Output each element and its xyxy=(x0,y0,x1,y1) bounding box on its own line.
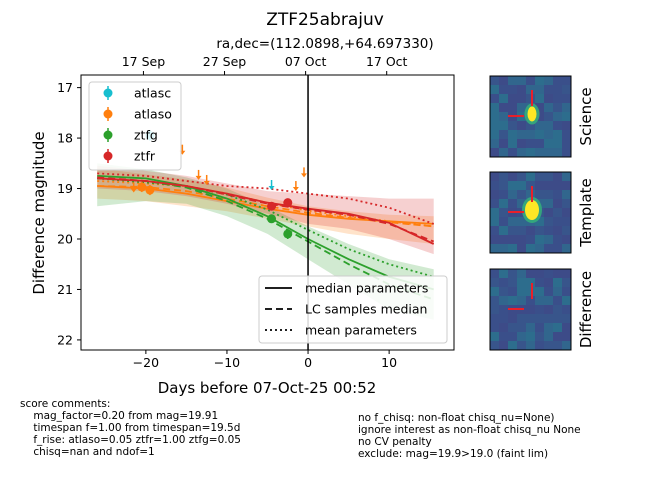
comment-line: chisq=nan and ndof=1 xyxy=(20,446,155,458)
cutout-science: Science xyxy=(489,75,595,158)
upper-limit-atlaso xyxy=(195,169,202,180)
cutout-difference: Difference xyxy=(489,268,595,351)
x-tick-label: 0 xyxy=(304,355,312,370)
comment-line: timespan f=1.00 from timespan=19.5d xyxy=(20,422,241,434)
upper-limit-atlaso xyxy=(203,174,210,185)
point-ztfg xyxy=(267,214,277,224)
x-tick-label: −10 xyxy=(214,355,240,370)
upper-limit-atlasc xyxy=(268,180,275,191)
chart-subtitle: ra,dec=(112.0898,+64.697330) xyxy=(216,36,433,52)
comment-line: exclude: mag=19.9>19.0 (faint lim) xyxy=(358,448,549,460)
comment-line: no f_chisq: non-float chisq_nu=None) xyxy=(358,412,555,424)
y-tick-label: 22 xyxy=(57,332,73,347)
cutout-template: Template xyxy=(489,171,595,254)
point-ztfg xyxy=(283,229,293,239)
comment-line: f_rise: atlaso=0.05 ztfr=1.00 ztfg=0.05 xyxy=(20,434,241,446)
legend-line-item: LC samples median xyxy=(265,302,427,317)
point-atlaso xyxy=(145,185,155,195)
comment-line: ignore interest as non-float chisq_nu No… xyxy=(358,424,581,436)
mean-curve-ztfr xyxy=(97,172,435,225)
legend-lines: median parameters LC samples median mean p… xyxy=(258,275,448,344)
svg-text:median parameters: median parameters xyxy=(305,281,428,296)
svg-text:ztfr: ztfr xyxy=(134,149,156,164)
upper-limit-atlaso xyxy=(130,182,137,193)
top-tick-label: 27 Sep xyxy=(203,54,247,69)
legend-item-ztfg: ztfg xyxy=(103,128,158,143)
comment-line: score comments: xyxy=(20,398,111,410)
upper-limit-atlaso xyxy=(300,167,307,178)
y-tick-label: 19 xyxy=(57,181,73,196)
y-tick-label: 20 xyxy=(57,231,73,246)
cutout-label: Difference xyxy=(577,271,595,348)
legend-markers: atlasc atlaso ztfg ztfr xyxy=(88,81,182,171)
point-ztfr xyxy=(283,198,293,208)
svg-text:atlaso: atlaso xyxy=(134,107,172,122)
top-tick-label: 17 Oct xyxy=(366,54,408,69)
point-ztfr xyxy=(267,201,277,211)
svg-text:LC samples median: LC samples median xyxy=(305,302,427,317)
legend-line-item: mean parameters xyxy=(265,323,417,338)
svg-text:mean parameters: mean parameters xyxy=(305,323,417,338)
svg-text:ztfg: ztfg xyxy=(134,128,158,143)
median-curve-ztfg xyxy=(97,175,434,291)
interest-notes: no f_chisq: non-float chisq_nu=None) igno… xyxy=(358,412,581,460)
comment-line: no CV penalty xyxy=(358,436,432,448)
y-tick-label: 21 xyxy=(57,282,73,297)
cutout-label: Science xyxy=(577,87,595,145)
median-curve-ztfr xyxy=(97,177,435,245)
x-tick-label: −20 xyxy=(133,355,159,370)
upper-limit-atlaso xyxy=(292,181,299,192)
y-tick-label: 17 xyxy=(57,80,73,95)
band-ztfr xyxy=(97,165,434,255)
y-tick-label: 18 xyxy=(57,131,73,146)
axes: −20 −10 0 10 17 18 19 20 21 22 17 Sep 27 Sep 07 Oct 1… xyxy=(57,54,407,370)
x-axis-label: Days before 07-Oct-25 00:52 xyxy=(158,379,377,397)
legend-item-ztfr: ztfr xyxy=(103,149,156,164)
legend-item-atlasc: atlasc xyxy=(103,86,171,101)
chart-title: ZTF25abrajuv xyxy=(266,10,384,30)
legend-item-atlaso: atlaso xyxy=(103,107,172,122)
top-tick-label: 17 Sep xyxy=(122,54,166,69)
svg-text:atlasc: atlasc xyxy=(134,86,171,101)
comment-line: mag_factor=0.20 from mag=19.91 xyxy=(20,410,219,422)
legend-line-item: median parameters xyxy=(265,281,428,296)
score-comments: score comments: mag_factor=0.20 from mag… xyxy=(20,398,241,458)
cutout-images: Science Template Difference xyxy=(489,75,595,351)
top-tick-label: 07 Oct xyxy=(285,54,327,69)
cutout-label: Template xyxy=(577,178,595,247)
plot-frame xyxy=(80,74,455,351)
y-axis-label: Difference magnitude xyxy=(30,131,48,294)
x-tick-label: 10 xyxy=(381,355,397,370)
point-atlaso xyxy=(137,182,147,192)
